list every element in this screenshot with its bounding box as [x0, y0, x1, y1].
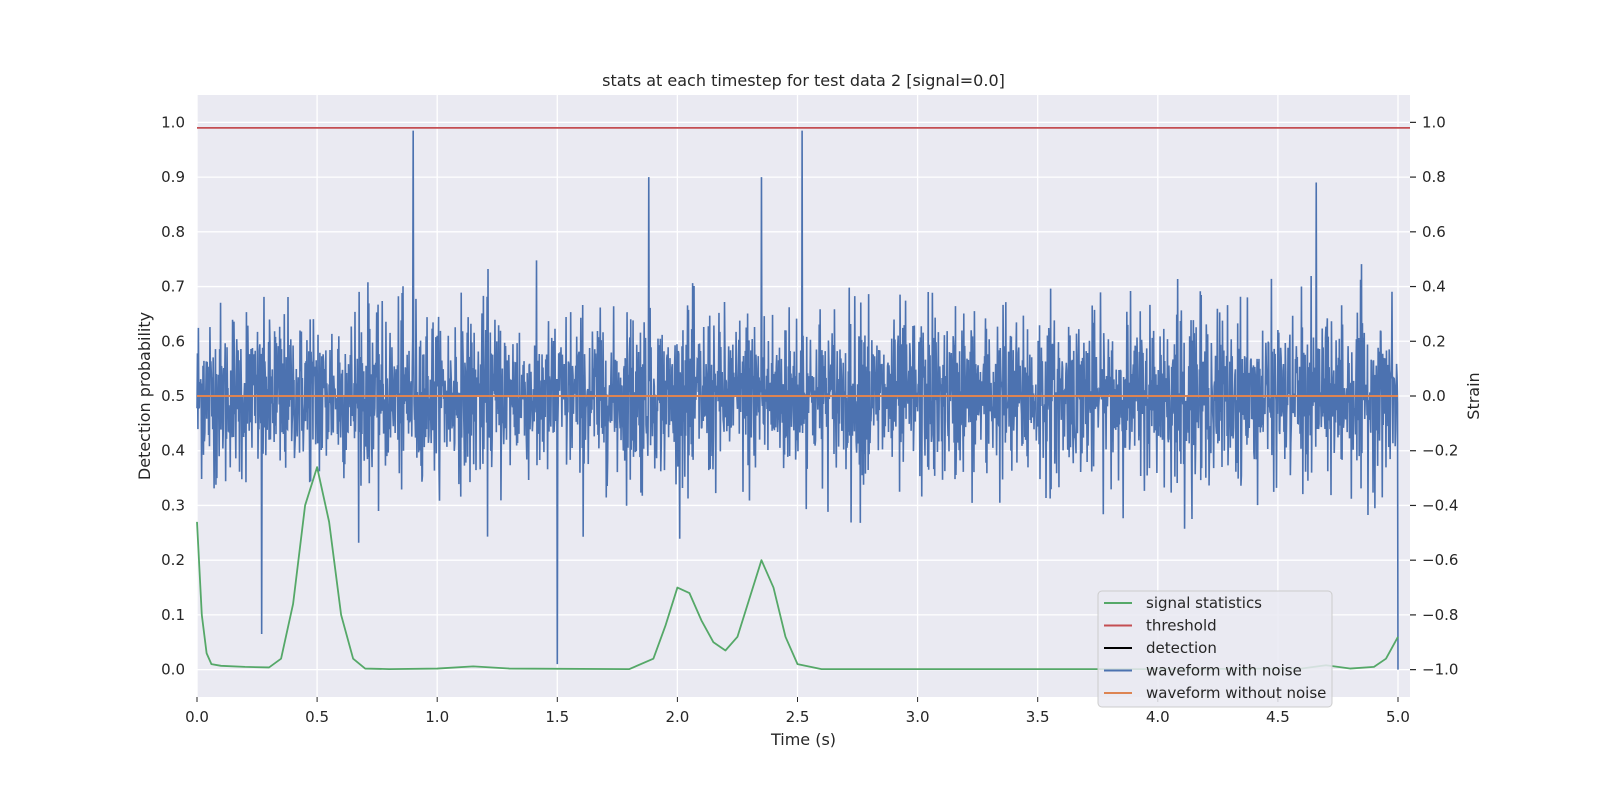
- series-waveform-with-noise: [196, 130, 1399, 670]
- y2-tick-label: −0.8: [1422, 606, 1458, 624]
- legend-box: [1097, 590, 1333, 708]
- y-tick-label: 0.0: [161, 661, 185, 679]
- y-tick-label: 0.6: [161, 332, 185, 350]
- y2-tick-label: −0.2: [1422, 442, 1458, 460]
- x-tick-label: 0.0: [185, 708, 209, 726]
- y2-axis-ticks: −1.0 −0.8 −0.6 −0.4 −0.2 0.0 0.2 0.4 0.6 0.8 1.0: [1410, 113, 1458, 679]
- y-axis-ticks: 0.0 0.1 0.2 0.3 0.4 0.5 0.6 0.7 0.8 0.9 1.0: [161, 113, 185, 678]
- y2-tick-label: 0.2: [1422, 332, 1446, 350]
- x-tick-label: 1.5: [545, 708, 569, 726]
- x-tick-label: 3.0: [906, 708, 930, 726]
- y-tick-label: 0.1: [161, 606, 185, 624]
- y2-tick-label: 0.0: [1422, 387, 1446, 405]
- y-tick-label: 0.9: [161, 168, 185, 186]
- x-tick-label: 4.5: [1266, 708, 1290, 726]
- x-tick-label: 3.5: [1026, 708, 1050, 726]
- y-tick-label: 1.0: [161, 113, 185, 131]
- y-axis-label: Detection probability: [135, 312, 154, 480]
- y2-tick-label: 1.0: [1422, 113, 1446, 131]
- x-tick-label: 1.0: [425, 708, 449, 726]
- legend-entry: waveform without noise: [1146, 684, 1326, 702]
- x-tick-label: 2.0: [665, 708, 689, 726]
- x-tick-label: 4.0: [1146, 708, 1170, 726]
- legend: signal statistics threshold detection wavef…: [1097, 590, 1333, 708]
- legend-entry: signal statistics: [1146, 594, 1262, 612]
- series-layer: [196, 126, 1410, 670]
- y-tick-label: 0.5: [161, 387, 185, 405]
- x-axis-label: Time (s): [770, 730, 836, 749]
- x-axis-ticks: 0.0 0.5 1.0 1.5 2.0 2.5 3.0 3.5 4.0 4.5 5.0: [185, 697, 1410, 726]
- y2-tick-label: 0.6: [1422, 223, 1446, 241]
- x-tick-label: 2.5: [786, 708, 810, 726]
- y2-tick-label: −0.4: [1422, 496, 1458, 514]
- y2-tick-label: 0.8: [1422, 168, 1446, 186]
- y2-tick-label: −1.0: [1422, 661, 1458, 679]
- y2-tick-label: −0.6: [1422, 551, 1458, 569]
- chart-title: stats at each timestep for test data 2 […: [602, 71, 1005, 90]
- series-signal-statistics: [196, 466, 1399, 670]
- legend-entry: detection: [1146, 639, 1217, 657]
- y-tick-label: 0.2: [161, 551, 185, 569]
- x-tick-label: 5.0: [1386, 708, 1410, 726]
- y-tick-label: 0.3: [161, 496, 185, 514]
- x-tick-label: 0.5: [305, 708, 329, 726]
- legend-entry: threshold: [1146, 617, 1217, 635]
- y2-tick-label: 0.4: [1422, 278, 1446, 296]
- y2-axis-label: Strain: [1464, 372, 1483, 419]
- y-tick-label: 0.4: [161, 442, 185, 460]
- y-tick-label: 0.7: [161, 278, 185, 296]
- y-tick-label: 0.8: [161, 223, 185, 241]
- legend-entry: waveform with noise: [1146, 662, 1302, 680]
